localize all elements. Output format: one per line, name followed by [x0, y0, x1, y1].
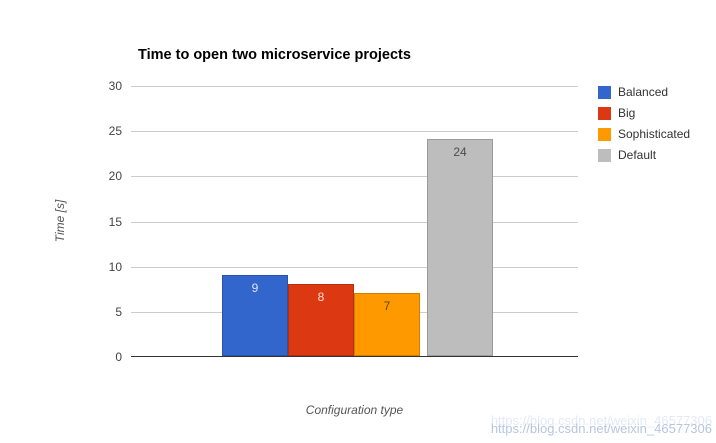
bar-sophisticated: 7 — [354, 293, 420, 356]
watermark: https://blog.csdn.net/weixin_46577306 — [490, 421, 712, 436]
bar-value-label-balanced: 9 — [251, 281, 259, 295]
gridline-10 — [131, 267, 578, 268]
bar-balanced: 9 — [222, 275, 288, 356]
y-tick-label-0: 0 — [115, 350, 122, 364]
bar-default: 24 — [427, 139, 493, 356]
bar-value-label-default: 24 — [453, 145, 467, 159]
x-axis-title: Configuration type — [305, 403, 404, 417]
gridline-20 — [131, 176, 578, 177]
gridline-15 — [131, 222, 578, 223]
y-axis-title: Time [s] — [53, 199, 67, 243]
legend-item-balanced: Balanced — [598, 84, 690, 100]
legend-swatch-icon — [598, 85, 611, 99]
legend-item-sophisticated: Sophisticated — [598, 126, 690, 142]
gridline-25 — [131, 131, 578, 132]
legend-label: Balanced — [618, 85, 669, 99]
plot-area: 9 8 7 24 — [131, 86, 578, 357]
y-tick-label-10: 10 — [108, 260, 122, 274]
bar-value-label-sophisticated: 7 — [383, 299, 391, 313]
bar-big: 8 — [288, 284, 354, 356]
x-axis-line — [131, 356, 578, 357]
y-tick-label-30: 30 — [108, 79, 122, 93]
bar-value-label-big: 8 — [317, 290, 325, 304]
legend-label: Big — [618, 106, 636, 120]
legend-item-big: Big — [598, 105, 690, 121]
y-tick-label-25: 25 — [108, 124, 122, 138]
legend-item-default: Default — [598, 147, 690, 163]
legend-label: Default — [618, 148, 657, 162]
y-tick-label-5: 5 — [115, 305, 122, 319]
legend-swatch-icon — [598, 148, 611, 162]
legend: Balanced Big Sophisticated Default — [598, 84, 690, 168]
legend-label: Sophisticated — [618, 127, 691, 141]
gridline-30 — [131, 86, 578, 87]
y-tick-label-15: 15 — [108, 215, 122, 229]
legend-swatch-icon — [598, 127, 611, 141]
chart-title: Time to open two microservice projects — [138, 47, 411, 63]
legend-swatch-icon — [598, 106, 611, 120]
y-tick-label-20: 20 — [108, 169, 122, 183]
